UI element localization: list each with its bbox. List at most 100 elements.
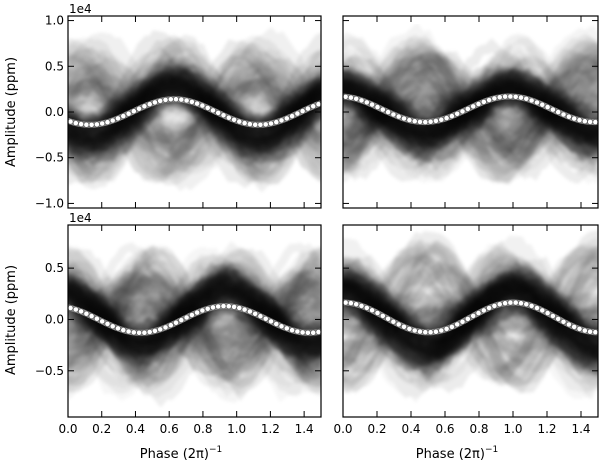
model-point	[210, 107, 216, 114]
panel-top-right	[342, 15, 599, 209]
model-point	[502, 300, 508, 307]
model-point	[358, 97, 365, 104]
model-point	[120, 113, 127, 119]
x-tick-label: 0.0	[333, 422, 352, 436]
model-point	[379, 312, 386, 319]
model-point	[422, 119, 429, 125]
model-point	[125, 328, 132, 335]
model-point	[347, 94, 354, 101]
model-point	[304, 329, 311, 336]
model-point	[475, 310, 482, 316]
x-tick-label: 1.0	[503, 422, 522, 436]
model-point	[544, 104, 551, 110]
model-point	[390, 318, 397, 325]
model-point	[125, 110, 132, 117]
model-point	[369, 101, 375, 108]
model-point	[178, 317, 185, 323]
model-point	[225, 303, 232, 310]
model-curve	[68, 96, 321, 128]
model-point	[204, 305, 211, 312]
model-point	[507, 93, 514, 100]
model-point	[374, 104, 381, 110]
model-point	[78, 308, 84, 315]
model-point	[512, 299, 519, 306]
xlabel-left: Phase (2π)−1	[140, 445, 222, 462]
model-point	[512, 93, 519, 100]
model-point	[406, 325, 413, 332]
model-point	[315, 101, 321, 108]
model-curve	[343, 299, 598, 336]
model-point	[518, 94, 524, 101]
model-point	[486, 305, 492, 311]
model-point	[241, 120, 248, 126]
xlabel-left-exponent: −1	[209, 445, 222, 455]
x-tick-label: 1.4	[295, 422, 314, 436]
x-tick-label: 1.4	[571, 422, 590, 436]
model-point	[151, 327, 158, 334]
model-point	[496, 301, 503, 308]
model-point	[406, 117, 413, 123]
y-tick-label: 1.0	[45, 14, 64, 28]
model-point	[130, 108, 137, 115]
model-point	[454, 321, 461, 328]
xlabel-right: Phase (2π)−1	[416, 445, 498, 462]
model-point	[162, 97, 169, 103]
model-point	[592, 329, 598, 336]
model-point	[225, 114, 232, 121]
model-point	[99, 120, 106, 127]
model-point	[544, 310, 551, 316]
model-point	[528, 97, 535, 104]
y-tick-label: −1.0	[35, 196, 64, 210]
ylabel-top: Amplitude (ppm)	[4, 57, 19, 167]
model-point	[347, 300, 354, 306]
model-point	[343, 299, 349, 306]
model-point	[120, 327, 127, 333]
model-point	[523, 95, 530, 102]
model-point	[183, 97, 190, 104]
model-point	[157, 326, 164, 333]
model-point	[534, 305, 540, 311]
model-point	[141, 103, 148, 110]
model-point	[581, 118, 588, 125]
model-point	[294, 328, 301, 335]
model-point	[99, 318, 106, 325]
y-tick-label: 0.5	[45, 261, 64, 275]
model-point	[507, 299, 514, 306]
model-point	[252, 121, 259, 128]
model-point	[315, 329, 321, 335]
x-tick-label: 0.2	[367, 422, 386, 436]
model-point	[72, 120, 79, 126]
model-point	[534, 99, 540, 106]
model-point	[194, 309, 200, 316]
model-point	[555, 315, 562, 322]
axes-frame	[67, 224, 322, 418]
model-point	[438, 327, 445, 334]
y-tick-label: −0.5	[35, 364, 64, 378]
model-point	[104, 320, 111, 327]
model-point	[183, 314, 190, 321]
model-point	[363, 99, 370, 106]
model-point	[502, 93, 508, 100]
model-point	[390, 111, 397, 118]
model-point	[204, 105, 211, 111]
model-point	[438, 116, 445, 123]
model-point	[459, 108, 466, 115]
model-point	[491, 95, 498, 102]
sci-notation-top: 1e4	[69, 2, 92, 16]
model-point	[220, 303, 227, 309]
model-point	[369, 307, 375, 314]
model-point	[68, 118, 74, 125]
model-point	[587, 119, 593, 125]
model-point	[571, 323, 578, 330]
y-tick-label: 0.0	[45, 105, 64, 119]
x-tick-label: 0.8	[469, 422, 488, 436]
xlabel-left-text: Phase (2π)	[140, 447, 209, 462]
model-point	[470, 103, 477, 110]
model-point	[146, 101, 153, 108]
model-point	[283, 115, 290, 122]
model-point	[560, 111, 567, 118]
model-point	[130, 329, 137, 336]
model-point	[283, 325, 290, 332]
model-point	[310, 103, 317, 110]
